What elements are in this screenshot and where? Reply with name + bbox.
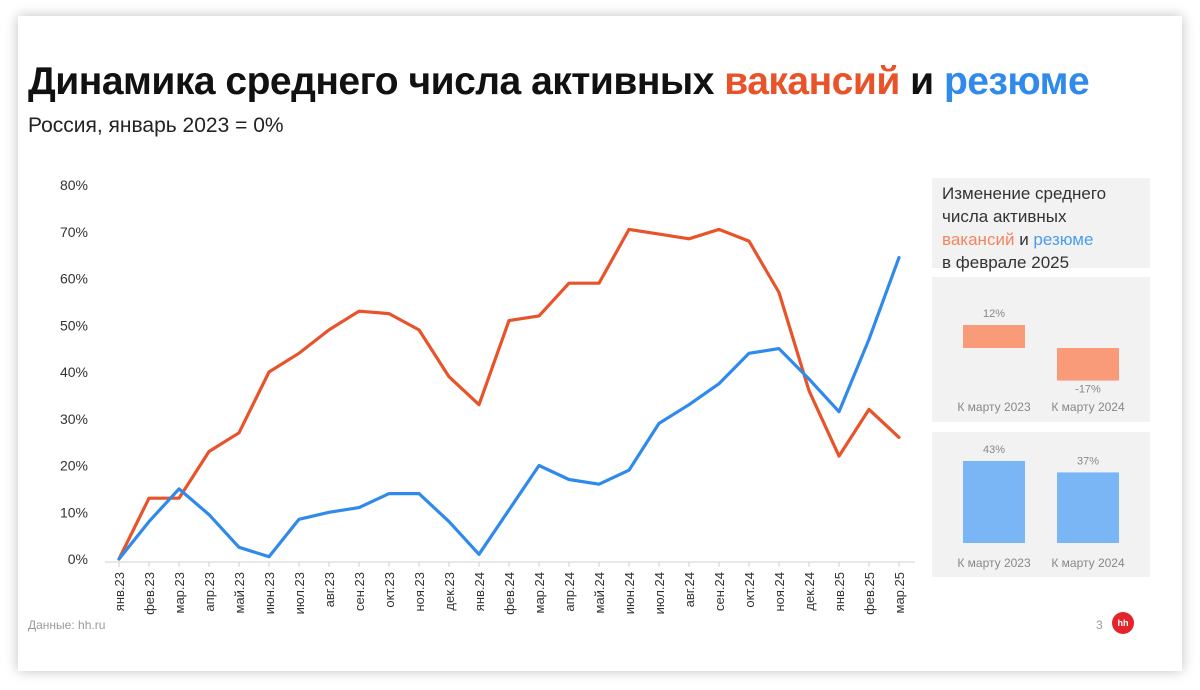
page-subtitle: Россия, январь 2023 = 0% — [28, 114, 284, 137]
bar-category-label: К марту 2024 — [1051, 556, 1125, 570]
title-and: и — [910, 60, 934, 103]
bar-value-label: -17% — [1075, 384, 1101, 396]
bar-category-label: К марту 2024 — [1051, 400, 1125, 414]
data-source: Данные: hh.ru — [28, 618, 106, 632]
vacancies-bar-chart: 12% К марту 2023 -17% К марту 2024 — [957, 308, 1125, 414]
side-title-line4: в феврале 2025 — [942, 253, 1070, 272]
x-tick-label: июл.23 — [292, 572, 307, 614]
x-tick-label: дек.23 — [442, 572, 457, 611]
side-title-line2: числа активных — [942, 207, 1067, 226]
bar — [1057, 348, 1119, 381]
x-tick-label: мар.25 — [892, 572, 907, 613]
y-tick-label: 20% — [60, 458, 88, 474]
bar-value-label: 12% — [983, 308, 1005, 320]
x-tick-label: мар.24 — [532, 572, 547, 613]
x-tick-label: ноя.23 — [412, 572, 427, 612]
y-tick-label: 30% — [60, 411, 88, 427]
y-tick-label: 60% — [60, 271, 88, 287]
y-tick-label: 40% — [60, 364, 88, 380]
x-tick-label: апр.24 — [562, 572, 577, 612]
bar-value-label: 43% — [983, 444, 1005, 456]
x-tick-label: фев.25 — [862, 572, 877, 615]
resumes-series-line — [117, 255, 901, 561]
bar-category-label: К марту 2023 — [957, 556, 1031, 570]
x-tick-label: фев.23 — [142, 572, 157, 615]
x-axis-ticks: янв.23 фев.23 мар.23 апр.23 май.23 июн.23 июл.… — [112, 562, 907, 615]
x-tick-label: май.24 — [592, 572, 607, 614]
resumes-bar-chart: 43% К марту 2023 37% К марту 2024 — [957, 444, 1125, 570]
side-legend-box — [932, 178, 1150, 268]
x-tick-label: июн.24 — [622, 572, 637, 614]
side-title-line3: вакансий и резюме — [942, 228, 1142, 251]
y-tick-label: 10% — [60, 504, 88, 520]
side-title: Изменение среднего числа активных ваканс… — [942, 182, 1142, 274]
x-tick-label: мар.23 — [172, 572, 187, 613]
bar — [963, 461, 1025, 543]
x-tick-label: июл.24 — [652, 572, 667, 614]
bar — [963, 325, 1025, 348]
series-lines — [117, 227, 901, 561]
x-tick-label: сен.24 — [712, 572, 727, 611]
y-tick-label: 50% — [60, 317, 88, 333]
x-tick-label: авг.24 — [682, 572, 697, 607]
page-title: Динамика среднего числа активных ваканси… — [28, 60, 1090, 104]
page-number: 3 — [1096, 618, 1103, 632]
title-vacancies: вакансий — [724, 60, 900, 103]
x-tick-label: окт.23 — [382, 572, 397, 608]
x-tick-label: ноя.24 — [772, 572, 787, 612]
title-main: Динамика среднего числа активных — [28, 60, 714, 103]
x-tick-label: июн.23 — [262, 572, 277, 614]
x-tick-label: янв.23 — [112, 572, 127, 611]
bar-value-label: 37% — [1077, 455, 1099, 467]
title-resumes: резюме — [943, 60, 1090, 103]
bar-category-label: К марту 2023 — [957, 400, 1031, 414]
x-tick-label: авг.23 — [322, 572, 337, 607]
vacancies-series-line — [117, 227, 901, 561]
side-title-and: и — [1019, 230, 1029, 249]
x-tick-label: апр.23 — [202, 572, 217, 612]
x-tick-label: янв.25 — [832, 572, 847, 611]
hh-logo: hh — [1112, 612, 1134, 634]
y-tick-label: 70% — [60, 224, 88, 240]
y-tick-label: 80% — [60, 177, 88, 193]
x-tick-label: май.23 — [232, 572, 247, 614]
side-title-line1: Изменение среднего — [942, 184, 1107, 203]
side-title-resumes: резюме — [1033, 230, 1094, 249]
y-tick-label: 0% — [68, 551, 88, 567]
y-axis-ticks: 0% 10% 20% 30% 40% 50% 60% 70% 80% — [60, 177, 88, 567]
x-tick-label: янв.24 — [472, 572, 487, 611]
x-tick-label: дек.24 — [802, 572, 817, 611]
side-title-vacancies: вакансий — [942, 230, 1015, 249]
x-tick-label: сен.23 — [352, 572, 367, 611]
x-tick-label: окт.24 — [742, 572, 757, 608]
x-tick-label: фев.24 — [502, 572, 517, 615]
bar — [1057, 472, 1119, 543]
